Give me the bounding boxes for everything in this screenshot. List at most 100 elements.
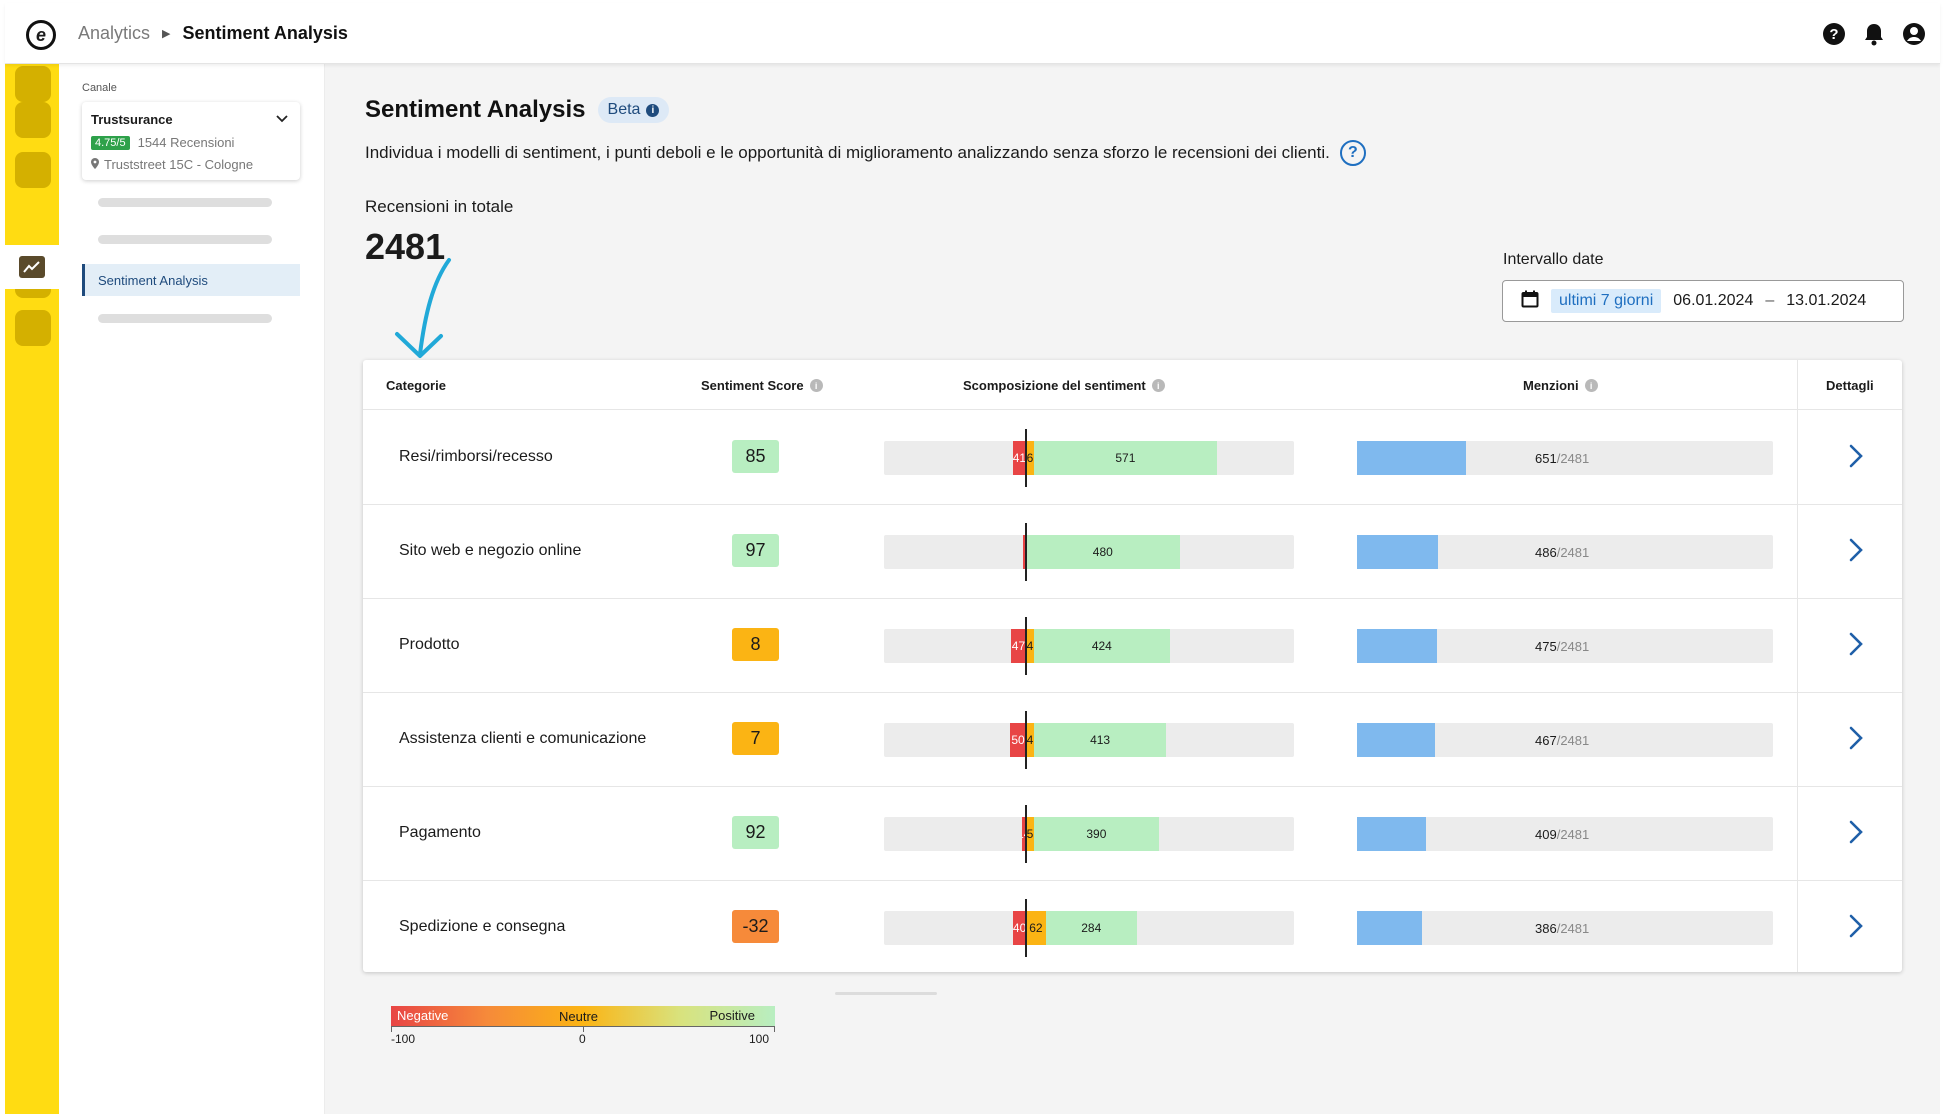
date-range-picker[interactable]: ultimi 7 giorni 06.01.2024 – 13.01.2024 <box>1502 280 1904 322</box>
sentiment-score-badge: 92 <box>732 816 779 849</box>
sentiment-breakdown-bar[interactable]: 145390 <box>884 805 1294 863</box>
table-header: Categorie Sentiment Score i Scomposizione… <box>363 360 1902 410</box>
logo-letter: e <box>35 24 46 45</box>
chevron-right-icon[interactable] <box>1848 537 1864 568</box>
mentions-value: 409 <box>1535 827 1557 842</box>
info-icon[interactable]: i <box>1151 379 1165 392</box>
table-row[interactable]: Pagamento 92 145390 409/2481 <box>363 787 1902 881</box>
negative-segment: 50 <box>1010 723 1026 757</box>
chevron-down-icon[interactable] <box>274 110 290 131</box>
channel-label: Canale <box>82 82 117 94</box>
nav-item-placeholder[interactable] <box>98 314 272 323</box>
sentiment-breakdown-bar[interactable]: 40 62 284 <box>884 899 1294 957</box>
chevron-right-icon[interactable] <box>1848 913 1864 944</box>
calendar-icon <box>1521 290 1539 313</box>
channel-address: Truststreet 15C - Cologne <box>104 157 254 172</box>
nav-item-sentiment-analysis[interactable]: Sentiment Analysis <box>82 264 300 296</box>
bell-icon[interactable] <box>1861 21 1887 47</box>
chevron-right-icon[interactable] <box>1848 725 1864 756</box>
mentions-bar[interactable]: 409/2481 <box>1357 817 1773 851</box>
trend-chart-icon <box>19 256 45 278</box>
table-row[interactable]: Spedizione e consegna -32 40 62 284 386/2481 <box>363 881 1902 975</box>
help-icon[interactable]: ? <box>1339 140 1366 166</box>
user-circle-icon[interactable] <box>1901 21 1927 47</box>
header-category-label: Categorie <box>386 378 446 393</box>
rail-item-analytics[interactable] <box>5 245 59 289</box>
review-count: 1544 Recensioni <box>137 135 235 150</box>
top-icons: ? <box>1821 21 1927 47</box>
breadcrumb-current: Sentiment Analysis <box>182 23 348 43</box>
category-name: Pagamento <box>399 824 481 841</box>
breadcrumb-parent[interactable]: Analytics <box>78 23 151 43</box>
positive-segment: 284 <box>1045 911 1137 945</box>
sentiment-breakdown-bar[interactable]: 50 4 413 <box>884 711 1294 769</box>
negative-segment: 14 <box>1021 817 1026 851</box>
beta-badge[interactable]: Beta i <box>597 97 670 123</box>
mentions-bar[interactable]: 475/2481 <box>1357 629 1773 663</box>
category-name: Assistenza clienti e comunicazione <box>399 730 647 747</box>
help-circle-icon[interactable]: ? <box>1821 21 1847 47</box>
sentiment-breakdown-bar[interactable]: 47 4 424 <box>884 617 1294 675</box>
mentions-fill <box>1357 817 1426 851</box>
sentiment-table: Categorie Sentiment Score i Scomposizione… <box>363 360 1902 972</box>
table-row[interactable]: Sito web e negozio online 97 480 486/2481 <box>363 505 1902 599</box>
chevron-right-icon[interactable] <box>1848 443 1864 474</box>
mentions-count: 409/2481 <box>1535 827 1589 842</box>
channel-name: Trustsurance <box>91 112 173 127</box>
mentions-total: /2481 <box>1556 545 1590 560</box>
scroll-indicator[interactable] <box>835 992 937 995</box>
date-separator: – <box>1765 292 1775 309</box>
date-range-label: Intervallo date <box>1503 251 1604 268</box>
rail-item-placeholder[interactable] <box>15 152 51 188</box>
address-row: Truststreet 15C - Cologne <box>91 157 253 172</box>
details-divider <box>1797 360 1798 972</box>
channel-selector[interactable]: Trustsurance 4.75/5 1544 Recensioni Trus… <box>82 102 300 180</box>
chevron-right-icon[interactable] <box>1848 631 1864 662</box>
svg-text:?: ? <box>1829 26 1838 43</box>
legend-min: -100 <box>391 1032 416 1046</box>
date-end: 13.01.2024 <box>1786 292 1867 309</box>
table-row[interactable]: Prodotto 8 47 4 424 475/2481 <box>363 599 1902 693</box>
info-icon[interactable]: i <box>1584 379 1598 392</box>
table-row[interactable]: Assistenza clienti e comunicazione 7 50 4 41… <box>363 693 1902 787</box>
mentions-total: /2481 <box>1556 639 1590 654</box>
zero-line <box>1025 523 1027 581</box>
neutral-segment: 5 <box>1026 817 1034 851</box>
header-breakdown: Scomposizione del sentiment i <box>963 378 1165 393</box>
mentions-bar[interactable]: 386/2481 <box>1357 911 1773 945</box>
header-details: Dettagli <box>1826 378 1874 393</box>
negative-segment: 41 <box>1012 441 1026 475</box>
info-icon[interactable]: i <box>809 379 823 392</box>
positive-segment: 480 <box>1026 535 1180 569</box>
legend-gradient: Negative Neutre Positive <box>391 1006 775 1026</box>
mentions-bar[interactable]: 467/2481 <box>1357 723 1773 757</box>
mentions-bar[interactable]: 651/2481 <box>1357 441 1773 475</box>
app-logo[interactable]: e <box>26 20 56 50</box>
mentions-bar[interactable]: 486/2481 <box>1357 535 1773 569</box>
mentions-fill <box>1357 441 1466 475</box>
date-preset-chip[interactable]: ultimi 7 giorni <box>1551 289 1662 313</box>
location-pin-icon <box>91 157 99 172</box>
chevron-right-icon[interactable] <box>1848 819 1864 850</box>
table-row[interactable]: Resi/rimborsi/recesso 85 41 6 571 651/2481 <box>363 411 1902 505</box>
mentions-value: 386 <box>1535 921 1557 936</box>
sentiment-breakdown-bar[interactable]: 480 <box>884 523 1294 581</box>
rail-item-placeholder[interactable] <box>15 66 51 102</box>
nav-item-placeholder[interactable] <box>98 198 272 207</box>
header-breakdown-label: Scomposizione del sentiment <box>963 378 1146 393</box>
zero-line <box>1025 899 1027 957</box>
mentions-total: /2481 <box>1556 451 1590 466</box>
category-name: Spedizione e consegna <box>399 918 566 935</box>
info-icon[interactable]: i <box>646 103 660 117</box>
neutral-segment: 4 <box>1026 629 1034 663</box>
header-category: Categorie <box>386 378 446 393</box>
mentions-count: 486/2481 <box>1535 545 1589 560</box>
rail-item-placeholder[interactable] <box>15 102 51 138</box>
zero-line <box>1025 805 1027 863</box>
mentions-fill <box>1357 629 1437 663</box>
title-row: Sentiment Analysis Beta i <box>365 96 670 124</box>
nav-item-placeholder[interactable] <box>98 235 272 244</box>
rail-item-placeholder[interactable] <box>15 310 51 346</box>
legend-tick <box>391 1026 392 1032</box>
sentiment-breakdown-bar[interactable]: 41 6 571 <box>884 429 1294 487</box>
